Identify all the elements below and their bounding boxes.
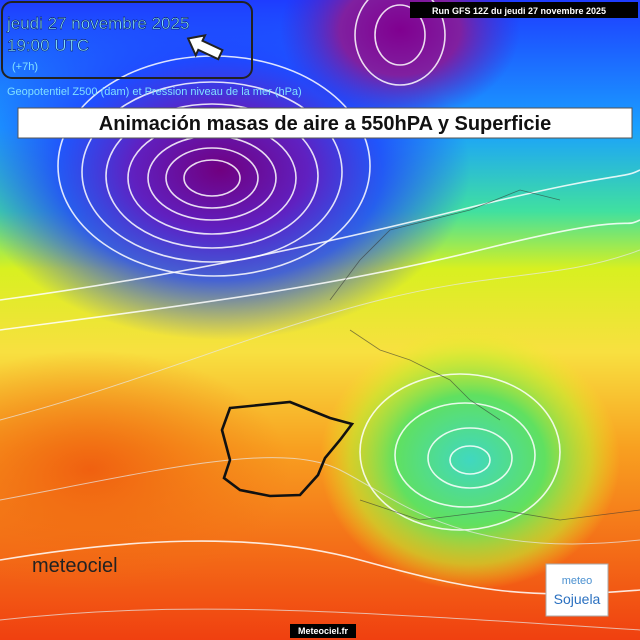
- logo-box: [545, 563, 609, 617]
- logo-line1: meteo: [562, 575, 593, 587]
- logo-line2: Sojuela: [554, 591, 601, 607]
- iberia-outline: [220, 400, 355, 498]
- offset: (+7h): [12, 61, 38, 73]
- banner-title: Animación masas de aire a 550hPA y Super…: [99, 113, 551, 135]
- watermark: meteociel: [32, 555, 118, 577]
- cold-pool: [320, 330, 620, 590]
- run-info: Run GFS 12Z du jeudi 27 novembre 2025: [432, 6, 606, 16]
- footer: Meteociel.fr: [298, 626, 349, 636]
- footer-box: [290, 624, 356, 638]
- banner: [17, 107, 633, 139]
- date-box: [1, 1, 253, 79]
- low-pressure-area: [280, 0, 520, 120]
- time: 19:00 UTC: [7, 36, 89, 55]
- geopotential-lines: [0, 249, 640, 631]
- run-box: [410, 2, 638, 18]
- date: jeudi 27 novembre 2025: [6, 14, 189, 33]
- subtitle: Geopotentiel Z500 (dam) et Pression nive…: [7, 86, 302, 98]
- isobars: [0, 0, 640, 594]
- previous-arrow[interactable]: [183, 29, 225, 64]
- warm-area: [0, 350, 290, 590]
